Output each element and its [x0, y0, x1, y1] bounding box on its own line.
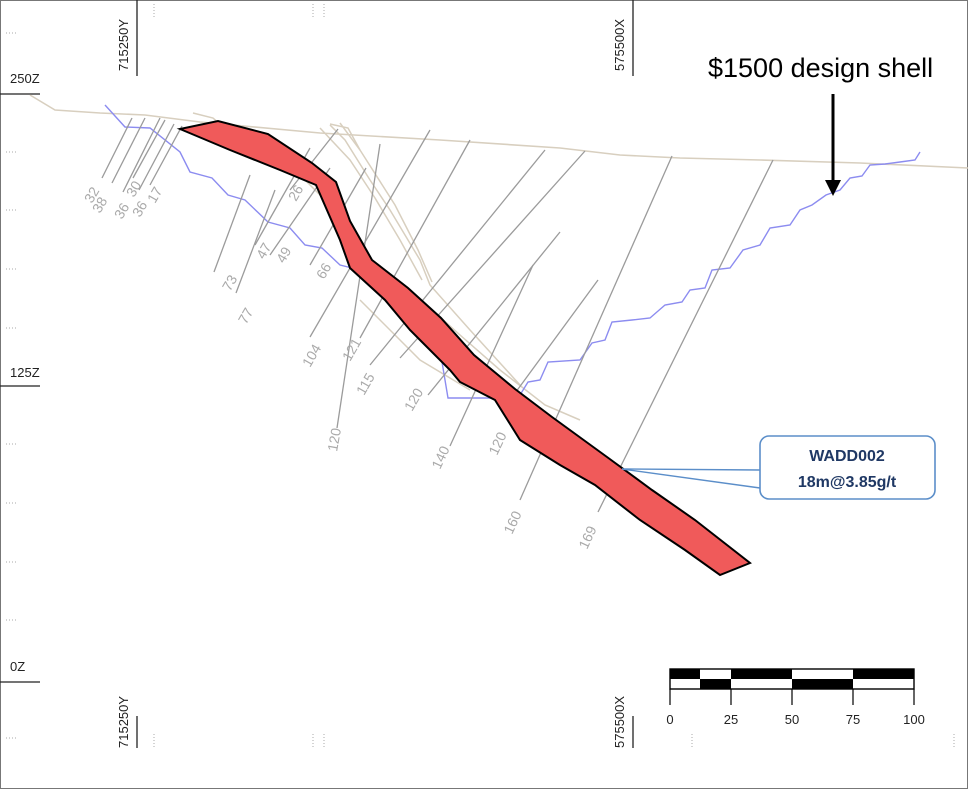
elevation-label-250: 250Z: [10, 71, 40, 86]
hole-label: 140: [428, 443, 452, 471]
scale-tick-25: 25: [724, 712, 738, 727]
drill-trace: [359, 139, 471, 339]
scale-tick-50: 50: [785, 712, 799, 727]
grid-ticks: [6, 4, 955, 748]
easting-label-bottom: 575500X: [612, 696, 627, 748]
hole-label: 160: [500, 508, 524, 536]
drill-traces: [101, 117, 774, 513]
callout-hole-id: WADD002: [809, 448, 885, 465]
topography-line: [29, 94, 969, 169]
callout-leader: [621, 468, 761, 489]
design-shell-arrowhead: [825, 180, 841, 196]
hole-label: 47: [253, 240, 275, 262]
drill-trace: [309, 129, 431, 338]
drill-trace: [289, 128, 339, 191]
drill-trace: [111, 117, 146, 184]
hole-label: 120: [401, 385, 427, 413]
drill-trace: [101, 117, 133, 179]
drill-trace: [509, 279, 599, 401]
hole-label: 38: [89, 194, 111, 216]
elevation-label-0: 0Z: [10, 659, 25, 674]
orebody-zone: [176, 119, 752, 577]
elevation-label-125: 125Z: [10, 365, 40, 380]
drill-trace: [336, 143, 381, 429]
design-shell-line: [104, 104, 921, 401]
callout-intercept: 18m@3.85g/t: [798, 474, 897, 491]
drill-trace: [132, 119, 166, 179]
drill-trace: [449, 264, 534, 447]
callout-box: [759, 435, 936, 500]
hole-label: 121: [339, 335, 365, 363]
hole-label: 77: [235, 305, 257, 327]
hole-label: 169: [575, 523, 599, 551]
scale-tick-100: 100: [903, 712, 925, 727]
drill-trace: [213, 174, 251, 273]
hole-label: 115: [353, 370, 378, 398]
drill-trace: [149, 125, 183, 186]
hole-label: 36: [111, 200, 133, 222]
easting-label-top: 575500X: [612, 19, 627, 71]
hole-label: 73: [219, 272, 241, 294]
scale-tick-75: 75: [846, 712, 860, 727]
scale-bar: [669, 668, 915, 705]
northing-label-top: 715250Y: [116, 19, 131, 71]
hole-label: 120: [485, 429, 509, 457]
hole-label: 17: [144, 184, 166, 206]
drill-trace: [122, 117, 161, 193]
drill-trace: [597, 159, 774, 513]
hole-label: 66: [313, 260, 335, 282]
coordinate-markers: [136, 0, 634, 748]
drill-trace: [138, 123, 175, 191]
hole-label: 49: [273, 244, 295, 266]
elevation-markers: [0, 93, 40, 683]
hole-label: 30: [123, 178, 145, 200]
design-shell-annotation: $1500 design shell: [708, 53, 933, 83]
drill-trace: [235, 189, 276, 294]
northing-label-bottom: 715250Y: [116, 696, 131, 748]
scale-tick-0: 0: [666, 712, 673, 727]
drill-trace: [369, 149, 546, 366]
hole-label: 36: [129, 198, 151, 220]
hole-label: 32: [81, 184, 103, 206]
hole-label: 26: [285, 182, 307, 204]
hole-label: 104: [299, 341, 325, 369]
hole-label: 120: [324, 427, 344, 453]
